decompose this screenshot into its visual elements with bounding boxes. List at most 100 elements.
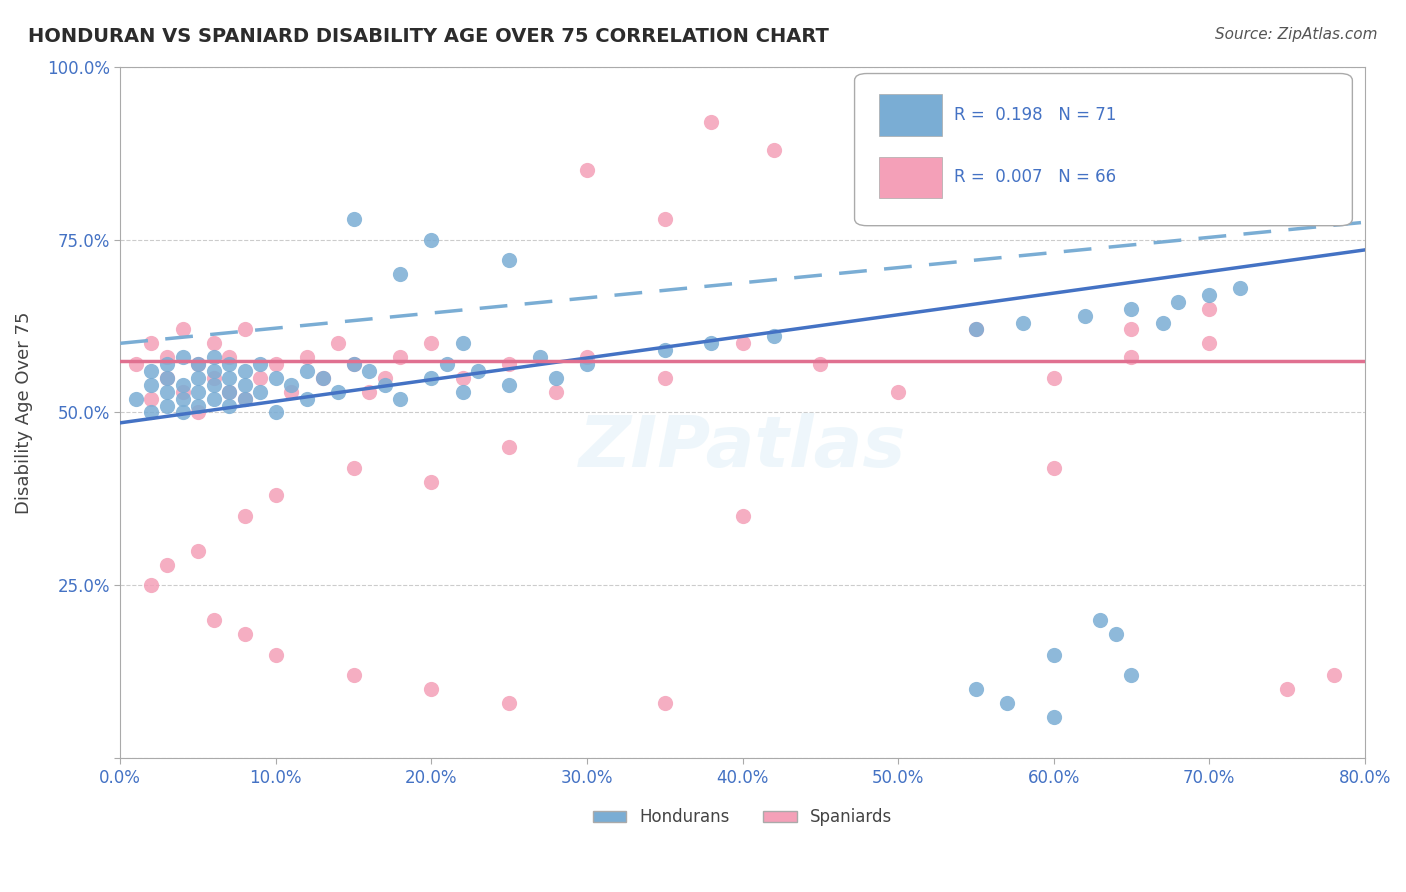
Hondurans bbox=[1121, 301, 1143, 316]
Hondurans bbox=[654, 343, 676, 358]
Hondurans bbox=[141, 377, 163, 392]
Hondurans bbox=[343, 357, 366, 371]
Hondurans bbox=[436, 357, 458, 371]
Hondurans bbox=[1105, 627, 1128, 641]
Spaniards bbox=[202, 336, 225, 351]
Spaniards bbox=[343, 460, 366, 475]
Hondurans bbox=[762, 329, 785, 343]
Hondurans bbox=[544, 371, 567, 385]
Spaniards bbox=[420, 682, 443, 697]
Hondurans bbox=[498, 253, 520, 268]
Spaniards bbox=[156, 371, 179, 385]
Hondurans bbox=[202, 350, 225, 364]
Spaniards bbox=[700, 115, 723, 129]
Hondurans bbox=[295, 364, 318, 378]
Hondurans bbox=[1042, 710, 1064, 724]
Spaniards bbox=[887, 384, 910, 399]
Spaniards bbox=[172, 322, 194, 336]
Spaniards bbox=[141, 578, 163, 592]
Text: R =  0.007   N = 66: R = 0.007 N = 66 bbox=[955, 169, 1116, 186]
Spaniards bbox=[654, 211, 676, 226]
FancyBboxPatch shape bbox=[880, 95, 942, 136]
Hondurans bbox=[187, 357, 209, 371]
Spaniards bbox=[218, 384, 240, 399]
Spaniards bbox=[575, 163, 598, 178]
FancyBboxPatch shape bbox=[855, 73, 1353, 226]
Spaniards bbox=[544, 384, 567, 399]
Spaniards bbox=[1323, 668, 1346, 682]
Spaniards bbox=[965, 322, 987, 336]
Hondurans bbox=[1167, 294, 1189, 309]
Hondurans bbox=[389, 392, 412, 406]
Spaniards bbox=[1042, 371, 1064, 385]
Spaniards bbox=[498, 696, 520, 710]
FancyBboxPatch shape bbox=[880, 156, 942, 198]
Hondurans bbox=[156, 399, 179, 413]
Spaniards bbox=[359, 384, 381, 399]
Hondurans bbox=[295, 392, 318, 406]
Spaniards bbox=[172, 384, 194, 399]
Spaniards bbox=[654, 696, 676, 710]
Spaniards bbox=[1275, 128, 1298, 143]
Hondurans bbox=[218, 357, 240, 371]
Spaniards bbox=[187, 405, 209, 419]
Y-axis label: Disability Age Over 75: Disability Age Over 75 bbox=[15, 311, 32, 514]
Hondurans bbox=[264, 405, 287, 419]
Hondurans bbox=[249, 384, 271, 399]
Hondurans bbox=[529, 350, 551, 364]
Hondurans bbox=[202, 392, 225, 406]
Spaniards bbox=[264, 648, 287, 662]
Hondurans bbox=[374, 377, 396, 392]
Spaniards bbox=[233, 509, 256, 524]
Spaniards bbox=[125, 357, 148, 371]
Spaniards bbox=[1275, 682, 1298, 697]
Hondurans bbox=[389, 267, 412, 281]
Hondurans bbox=[125, 392, 148, 406]
Hondurans bbox=[233, 377, 256, 392]
Hondurans bbox=[451, 336, 474, 351]
Hondurans bbox=[575, 357, 598, 371]
Spaniards bbox=[233, 322, 256, 336]
Spaniards bbox=[311, 371, 333, 385]
Spaniards bbox=[218, 350, 240, 364]
Spaniards bbox=[249, 371, 271, 385]
Hondurans bbox=[264, 371, 287, 385]
Hondurans bbox=[965, 322, 987, 336]
Hondurans bbox=[343, 211, 366, 226]
Hondurans bbox=[1090, 613, 1112, 627]
Hondurans bbox=[172, 405, 194, 419]
Spaniards bbox=[498, 357, 520, 371]
Spaniards bbox=[233, 627, 256, 641]
Hondurans bbox=[141, 364, 163, 378]
Spaniards bbox=[731, 509, 754, 524]
Text: R =  0.198   N = 71: R = 0.198 N = 71 bbox=[955, 106, 1116, 124]
Hondurans bbox=[218, 371, 240, 385]
Spaniards bbox=[1121, 322, 1143, 336]
Hondurans bbox=[172, 392, 194, 406]
Spaniards bbox=[141, 392, 163, 406]
Hondurans bbox=[451, 384, 474, 399]
Spaniards bbox=[264, 488, 287, 502]
Spaniards bbox=[202, 371, 225, 385]
Hondurans bbox=[1011, 316, 1033, 330]
Text: Source: ZipAtlas.com: Source: ZipAtlas.com bbox=[1215, 27, 1378, 42]
Hondurans bbox=[420, 233, 443, 247]
Spaniards bbox=[420, 336, 443, 351]
Hondurans bbox=[420, 371, 443, 385]
Hondurans bbox=[249, 357, 271, 371]
Hondurans bbox=[498, 377, 520, 392]
Spaniards bbox=[374, 371, 396, 385]
Spaniards bbox=[343, 668, 366, 682]
Spaniards bbox=[762, 143, 785, 157]
Spaniards bbox=[187, 543, 209, 558]
Hondurans bbox=[156, 371, 179, 385]
Text: ZIPatlas: ZIPatlas bbox=[579, 412, 907, 482]
Hondurans bbox=[187, 371, 209, 385]
Hondurans bbox=[1121, 668, 1143, 682]
Hondurans bbox=[187, 399, 209, 413]
Spaniards bbox=[1198, 336, 1220, 351]
Hondurans bbox=[1152, 316, 1174, 330]
Hondurans bbox=[359, 364, 381, 378]
Hondurans bbox=[202, 377, 225, 392]
Hondurans bbox=[233, 392, 256, 406]
